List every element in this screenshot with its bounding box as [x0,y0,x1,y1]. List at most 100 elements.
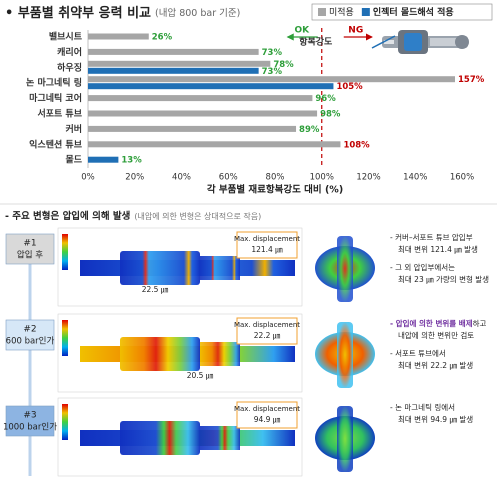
limit-label: 항복강도 [299,36,333,48]
y-tick-label: 서포트 튜브 [37,108,82,120]
note-line: 최대 변위 94.9 ㎛ 발생 [398,414,473,425]
x-tick-label: 60% [219,173,238,183]
bar [88,60,271,67]
step-number: #1 [23,239,36,249]
value-label: 89% [299,125,320,135]
title: • 부품별 취약부 응력 비교 [5,5,151,21]
section-heading: - 주요 변형은 압입에 의해 발생 (내압에 의한 변형은 상대적으로 작음) [5,210,261,222]
fea-body [200,342,240,366]
note-line: 내압에 의한 변위만 검토 [398,330,474,340]
plot: 0% 20% 40% 60% 80% 100% 120% 140% 160% 각 부품별 재료항복… [26,26,485,196]
x-tick-label: 0% [81,173,95,183]
fea-scale [62,234,68,270]
note-text: - 압입에 의한 변위를 배제 [390,318,473,328]
note-text: 최대 23 ㎛ 가량의 변형 발생 [398,274,489,285]
note-text: 최대 변위 94.9 ㎛ 발생 [398,414,473,425]
y-tick-label: 커버 [65,123,82,135]
legend-label: 미적용 [329,6,354,18]
bar [88,95,313,102]
fea-box [236,231,298,259]
fea-box [236,401,298,429]
fea-body [200,426,240,450]
fea-body [200,256,240,280]
fea-3d [337,322,353,388]
value-label: 73% [262,48,283,58]
note-line: - 서포트 튜브에서 [390,349,446,358]
bar [88,125,297,132]
x-tick-label: 40% [172,173,191,183]
step-box [5,233,55,265]
fea-scale [62,320,68,356]
fea-scale [62,404,68,440]
legend-swatch [361,8,370,16]
note-line: - 커버–서포트 튜브 압입부 [390,232,473,242]
x-tick-label: 120% [356,173,380,183]
note-line: 최대 23 ㎛ 가량의 변형 발생 [398,274,489,285]
note-line: 최대 변위 121.4 ㎛ 발생 [398,244,478,255]
note-line: - 논 마그네틱 링에서 [390,402,455,412]
bar [88,67,259,74]
callout: 20.5 ㎛ [187,371,214,381]
legend-swatch [318,8,326,16]
note-text: 최대 변위 121.4 ㎛ 발생 [398,244,478,255]
legend-label: 인젝터 몰드해석 적용 [373,6,454,18]
y-tick-label: 논 마그네틱 링 [26,77,82,89]
bar [88,156,119,163]
x-tick-label: 100% [310,173,334,183]
note-text: - 서포트 튜브에서 [390,349,446,358]
note-text: 하고 [473,318,487,328]
box-title: Max. displacement [234,321,300,329]
fea-box [236,317,298,345]
fea-body [120,337,200,371]
value-label: 26% [152,33,173,43]
ok-label: OK [294,26,310,36]
fea-3d [337,406,353,472]
y-tick-label: 익스텐션 튜브 [29,138,83,150]
box-title: Max. displacement [234,405,300,413]
heading-note: (내압에 의한 변형은 상대적으로 작음) [134,211,261,221]
y-tick-label: 마그네틱 코어 [29,92,82,104]
box-value: 121.4 ㎛ [251,245,283,255]
value-label: 157% [458,75,485,85]
x-tick-label: 140% [403,173,427,183]
box-value: 94.9 ㎛ [254,415,281,425]
x-tick-label: 80% [266,173,285,183]
x-tick-label: 20% [125,173,144,183]
chart-title: • 부품별 취약부 응력 비교 (내압 800 bar 기준) [5,5,240,21]
fea-body [120,251,200,285]
step-condition: 압입 후 [17,251,43,261]
step-box [5,405,55,437]
step-condition: 1000 bar인가 [3,422,57,433]
y-tick-label: 밸브시트 [49,31,83,43]
note-line: - 압입에 의한 변위를 배제하고 [390,318,486,328]
step-number: #3 [23,411,36,421]
note-text: 내압에 의한 변위만 검토 [398,330,474,340]
bar [88,83,334,90]
fea-3d [337,236,353,302]
note-text: - 논 마그네틱 링에서 [390,402,455,412]
value-label: 13% [121,156,142,166]
y-tick-label: 몰드 [65,155,82,166]
note-line: - 그 외 압입부에서는 [390,262,455,272]
value-label: 96% [315,94,336,104]
injector-image [371,30,469,54]
callout: 22.5 ㎛ [142,285,169,295]
ng-label: NG [348,26,363,36]
legend-frame [311,3,493,21]
bar [88,110,318,117]
box-title: Max. displacement [234,235,300,243]
bar [88,48,259,55]
step-number: #2 [23,325,36,335]
note-text: - 커버–서포트 튜브 압입부 [390,232,473,242]
value-label: 108% [343,140,370,150]
value-label: 98% [320,110,341,120]
deformation-rows: #1 압입 후 Max. displacement 121.4 ㎛ 22.5 ㎛ - 커버… [3,227,489,477]
bar [88,33,149,40]
bar [88,76,455,83]
y-tick-label: 캐리어 [57,46,82,58]
heading: - 주요 변형은 압입에 의해 발생 [5,210,130,222]
box-value: 22.2 ㎛ [254,331,281,341]
note-text: - 그 외 압입부에서는 [390,262,455,272]
